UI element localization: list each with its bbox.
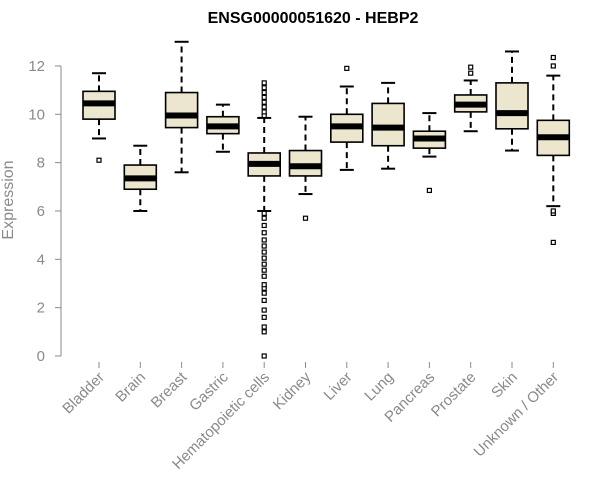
outlier-point xyxy=(261,314,267,320)
outlier-point xyxy=(261,324,267,330)
box-liver xyxy=(329,65,364,171)
y-tick-label: 6 xyxy=(37,203,45,220)
outlier-point xyxy=(261,267,267,273)
box-breast xyxy=(164,40,199,174)
outlier-point xyxy=(261,94,267,100)
box-gastric xyxy=(206,103,240,153)
y-axis: 0 2 4 6 8 10 12 xyxy=(28,58,62,365)
outlier-point xyxy=(261,297,267,304)
outlier-point xyxy=(261,255,267,261)
y-tick-label: 4 xyxy=(37,251,45,268)
box-bladder xyxy=(82,72,116,163)
outlier-point xyxy=(261,210,267,216)
outlier-point xyxy=(261,80,267,86)
outlier-point xyxy=(261,89,267,96)
box-prostate xyxy=(453,64,488,133)
outlier-point xyxy=(261,99,267,105)
outlier-point xyxy=(261,329,267,335)
box-lung xyxy=(371,81,405,170)
y-tick-label: 10 xyxy=(28,106,45,123)
outlier-point xyxy=(426,187,432,194)
y-axis-label: Expression xyxy=(0,160,17,239)
outlier-point xyxy=(550,54,556,61)
outlier-point xyxy=(302,215,309,221)
box-hematopoietic-cells xyxy=(247,80,281,359)
x-tick-label: Lung xyxy=(361,369,397,405)
box-unknown-other xyxy=(536,54,571,246)
y-tick-label: 2 xyxy=(37,300,45,317)
outlier-point xyxy=(550,208,556,214)
y-tick-label: 12 xyxy=(28,58,45,75)
outlier-point xyxy=(261,261,267,267)
outlier-point xyxy=(261,249,267,255)
x-tick-label: Kidney xyxy=(270,368,315,413)
y-tick-label: 8 xyxy=(37,155,45,172)
outlier-point xyxy=(468,70,474,76)
box-brain xyxy=(123,144,158,212)
iqr-box xyxy=(495,82,529,130)
outlier-point xyxy=(261,85,267,91)
box-skin xyxy=(495,50,529,152)
outlier-point xyxy=(344,65,350,71)
box-kidney xyxy=(288,115,323,221)
outlier-point xyxy=(261,290,267,296)
outlier-point xyxy=(550,63,556,69)
box-series xyxy=(82,40,571,359)
outlier-point xyxy=(261,109,267,115)
outlier-point xyxy=(261,222,267,229)
iqr-box xyxy=(164,91,199,129)
outlier-point xyxy=(261,243,267,249)
x-tick-label: Skin xyxy=(488,369,521,402)
outlier-point xyxy=(550,239,556,246)
x-tick-label: Prostate xyxy=(428,369,480,421)
outlier-point xyxy=(96,157,102,163)
x-tick-label: Bladder xyxy=(59,369,108,418)
iqr-box xyxy=(288,149,323,177)
chart-title: ENSG00000051620 - HEBP2 xyxy=(208,10,419,27)
x-tick-label: Brain xyxy=(112,369,149,406)
y-tick-label: 0 xyxy=(37,348,45,365)
outlier-point xyxy=(261,307,267,313)
outlier-point xyxy=(261,353,267,359)
iqr-box xyxy=(371,102,405,147)
box-pancreas xyxy=(412,112,447,194)
outlier-point xyxy=(261,230,267,236)
outlier-point xyxy=(261,104,267,110)
outlier-point xyxy=(261,273,267,279)
x-tick-label: Liver xyxy=(321,369,356,404)
outlier-point xyxy=(261,282,267,288)
outlier-point xyxy=(261,237,267,243)
outlier-point xyxy=(468,64,474,70)
x-tick-label: Breast xyxy=(148,368,191,411)
outlier-point xyxy=(261,215,267,221)
